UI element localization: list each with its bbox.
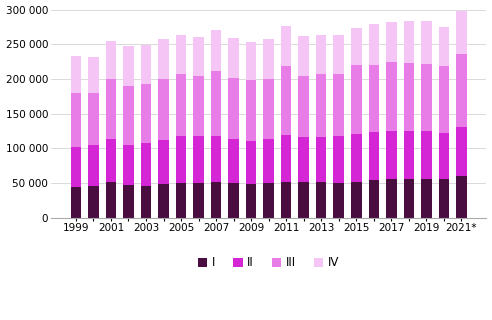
Bar (176, 136, 186, 183)
Bar (351, 65, 362, 134)
Bar (456, 54, 466, 127)
Bar (403, 179, 414, 218)
Bar (88, 186, 99, 218)
Bar (403, 63, 414, 131)
Bar (351, 28, 362, 65)
Bar (316, 35, 327, 74)
Bar (211, 182, 221, 218)
Bar (369, 180, 379, 218)
Bar (456, 11, 466, 54)
Bar (106, 182, 116, 218)
Bar (71, 93, 81, 147)
Bar (316, 182, 327, 218)
Bar (369, 24, 379, 65)
Bar (456, 176, 466, 218)
Bar (438, 27, 449, 66)
Bar (211, 136, 221, 182)
Bar (421, 180, 431, 218)
Bar (421, 21, 431, 64)
Bar (141, 45, 151, 84)
Bar (281, 182, 291, 218)
Bar (369, 65, 379, 132)
Bar (334, 136, 344, 183)
Bar (263, 79, 274, 139)
Bar (141, 84, 151, 143)
Bar (71, 147, 81, 187)
Bar (193, 36, 204, 76)
Bar (316, 137, 327, 182)
Bar (369, 132, 379, 180)
Bar (176, 35, 186, 74)
Bar (158, 39, 169, 79)
Bar (71, 187, 81, 218)
Bar (386, 180, 397, 218)
Bar (386, 131, 397, 180)
Bar (88, 146, 99, 186)
Bar (158, 184, 169, 218)
Legend: I, II, III, IV: I, II, III, IV (193, 252, 344, 274)
Bar (386, 22, 397, 62)
Bar (351, 134, 362, 181)
Bar (246, 184, 256, 218)
Bar (438, 133, 449, 180)
Bar (421, 131, 431, 180)
Bar (158, 140, 169, 184)
Bar (386, 62, 397, 131)
Bar (438, 180, 449, 218)
Bar (193, 136, 204, 183)
Bar (123, 86, 134, 146)
Bar (421, 64, 431, 131)
Bar (106, 139, 116, 182)
Bar (351, 181, 362, 218)
Bar (176, 74, 186, 136)
Bar (438, 66, 449, 133)
Bar (281, 66, 291, 135)
Bar (299, 137, 309, 182)
Bar (281, 26, 291, 66)
Bar (88, 93, 99, 146)
Bar (299, 36, 309, 76)
Bar (456, 127, 466, 176)
Bar (228, 139, 239, 183)
Bar (211, 30, 221, 71)
Bar (123, 185, 134, 218)
Bar (316, 74, 327, 137)
Bar (228, 38, 239, 77)
Bar (123, 146, 134, 185)
Bar (228, 183, 239, 218)
Bar (263, 183, 274, 218)
Bar (106, 79, 116, 139)
Bar (193, 183, 204, 218)
Bar (123, 46, 134, 86)
Bar (141, 187, 151, 218)
Bar (246, 42, 256, 80)
Bar (281, 135, 291, 182)
Bar (106, 41, 116, 79)
Bar (334, 35, 344, 74)
Bar (193, 76, 204, 136)
Bar (211, 71, 221, 136)
Bar (141, 143, 151, 187)
Bar (71, 56, 81, 93)
Bar (403, 131, 414, 179)
Bar (246, 141, 256, 184)
Bar (334, 74, 344, 136)
Bar (263, 39, 274, 79)
Bar (299, 182, 309, 218)
Bar (403, 21, 414, 63)
Bar (263, 139, 274, 183)
Bar (334, 183, 344, 218)
Bar (158, 79, 169, 140)
Bar (246, 80, 256, 141)
Bar (228, 77, 239, 139)
Bar (88, 57, 99, 93)
Bar (176, 183, 186, 218)
Bar (299, 76, 309, 137)
